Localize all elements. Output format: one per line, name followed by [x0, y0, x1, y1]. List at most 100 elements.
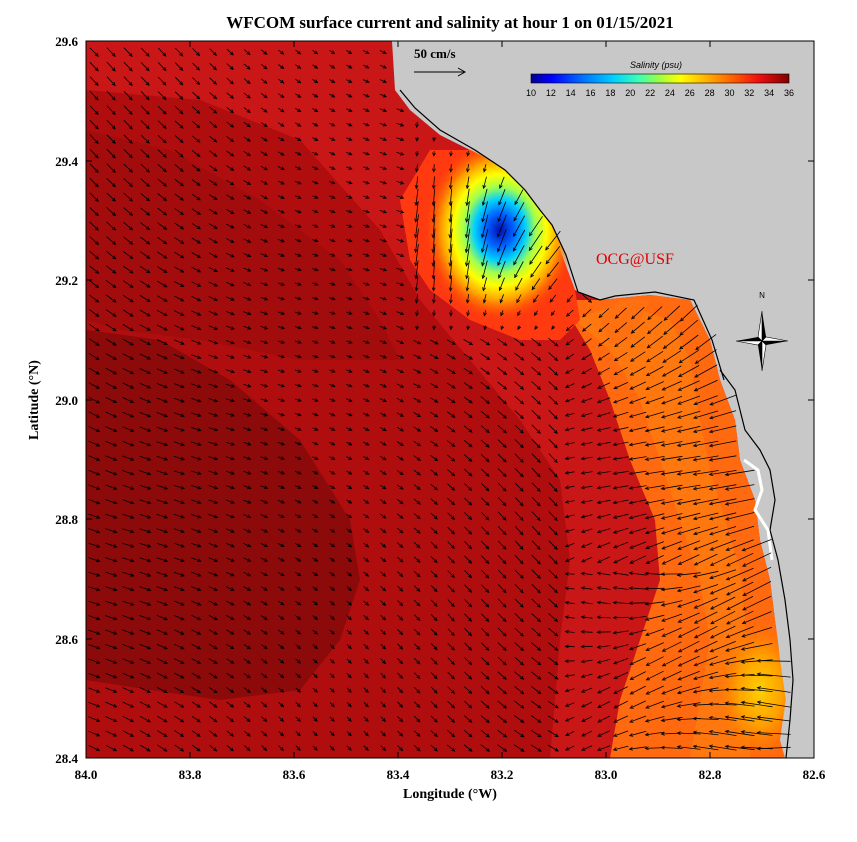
current-vector-head [519, 385, 525, 390]
current-vector-head [693, 546, 698, 551]
current-vector-head [708, 675, 714, 680]
current-vector-head [536, 574, 541, 579]
current-vector-head [297, 499, 302, 504]
current-vector-head [263, 470, 269, 475]
current-vector [243, 557, 251, 562]
current-vector-head [663, 331, 668, 335]
current-vector [531, 438, 541, 449]
current-vector [379, 325, 387, 330]
current-vector-head [693, 401, 698, 406]
current-vector-head [196, 225, 201, 230]
current-vector-head [399, 500, 404, 505]
current-vector-head [399, 616, 404, 621]
current-vector-head [94, 255, 100, 260]
current-vector-head [213, 398, 219, 403]
current-vector-head [399, 282, 405, 286]
current-vector-head [297, 122, 302, 127]
current-vector-head [196, 283, 202, 287]
current-vector [679, 319, 699, 336]
current-vector [481, 526, 489, 535]
current-vector [481, 228, 489, 253]
current-vector [413, 469, 421, 476]
current-vector-head [145, 125, 150, 130]
current-vector [581, 471, 593, 474]
current-vector [123, 76, 133, 86]
current-vector-head [330, 558, 336, 562]
current-vector-head [450, 733, 456, 738]
current-vector-head [213, 210, 218, 215]
current-vector-head [382, 456, 387, 461]
current-vector [156, 629, 168, 635]
current-vector [278, 644, 284, 649]
current-vector-head [565, 355, 570, 360]
current-vector [661, 586, 683, 591]
current-vector-head [348, 122, 353, 127]
current-vector-head [660, 457, 666, 462]
current-vector [645, 527, 665, 534]
current-vector-head [179, 52, 184, 57]
current-vector-head [348, 137, 353, 141]
current-vector [565, 442, 575, 445]
current-vector-head [468, 341, 474, 346]
current-vector [345, 340, 353, 344]
current-vector [260, 224, 268, 228]
current-vector [208, 310, 218, 316]
current-vector-head [756, 672, 761, 677]
current-vector [191, 222, 201, 230]
current-vector [662, 350, 682, 363]
current-vector-head [382, 442, 387, 446]
current-vector [413, 628, 421, 636]
current-vector-head [163, 486, 169, 490]
current-vector-head [297, 224, 302, 228]
current-vector [380, 571, 386, 577]
current-vector-head [449, 326, 453, 331]
current-vector [514, 642, 524, 651]
current-vector [209, 77, 217, 85]
current-vector [225, 281, 235, 287]
current-vector [581, 701, 593, 708]
current-vector-head [581, 718, 586, 722]
current-vector-head [466, 168, 470, 173]
current-vector-head [331, 441, 336, 446]
current-vector [122, 470, 134, 475]
current-vector [294, 485, 302, 489]
current-vector [174, 178, 184, 187]
current-vector [260, 672, 268, 679]
current-vector-head [196, 660, 202, 664]
current-vector [548, 525, 558, 536]
current-vector-head [502, 603, 507, 608]
current-vector-head [519, 632, 524, 637]
current-vector [379, 499, 387, 504]
current-vector-head [263, 703, 268, 708]
current-vector-head [565, 341, 570, 346]
current-vector-head [213, 196, 218, 200]
current-vector [497, 729, 507, 738]
current-vector [565, 353, 575, 360]
current-vector-head [486, 341, 491, 346]
current-vector [547, 700, 559, 709]
current-vector-head [111, 52, 116, 57]
current-vector-head [247, 398, 252, 403]
current-vector [363, 672, 369, 679]
current-vector-head [331, 108, 336, 112]
current-vector-head [263, 354, 269, 359]
current-vector [156, 412, 168, 417]
current-vector [105, 499, 117, 504]
current-vector-head [263, 340, 269, 344]
current-vector-head [280, 354, 286, 359]
current-vector [531, 511, 541, 521]
current-vector [661, 701, 683, 708]
current-vector [613, 745, 629, 751]
current-vector [89, 90, 99, 101]
current-vector-head [645, 372, 651, 377]
current-vector [123, 251, 133, 259]
current-vector [415, 188, 419, 206]
current-vector-head [331, 485, 336, 489]
current-vector-head [629, 690, 634, 695]
current-vector [362, 224, 370, 228]
current-vector-head [645, 400, 650, 405]
current-vector [433, 164, 435, 172]
current-vector [173, 600, 185, 606]
current-vector [741, 701, 773, 708]
current-vector [430, 715, 438, 723]
